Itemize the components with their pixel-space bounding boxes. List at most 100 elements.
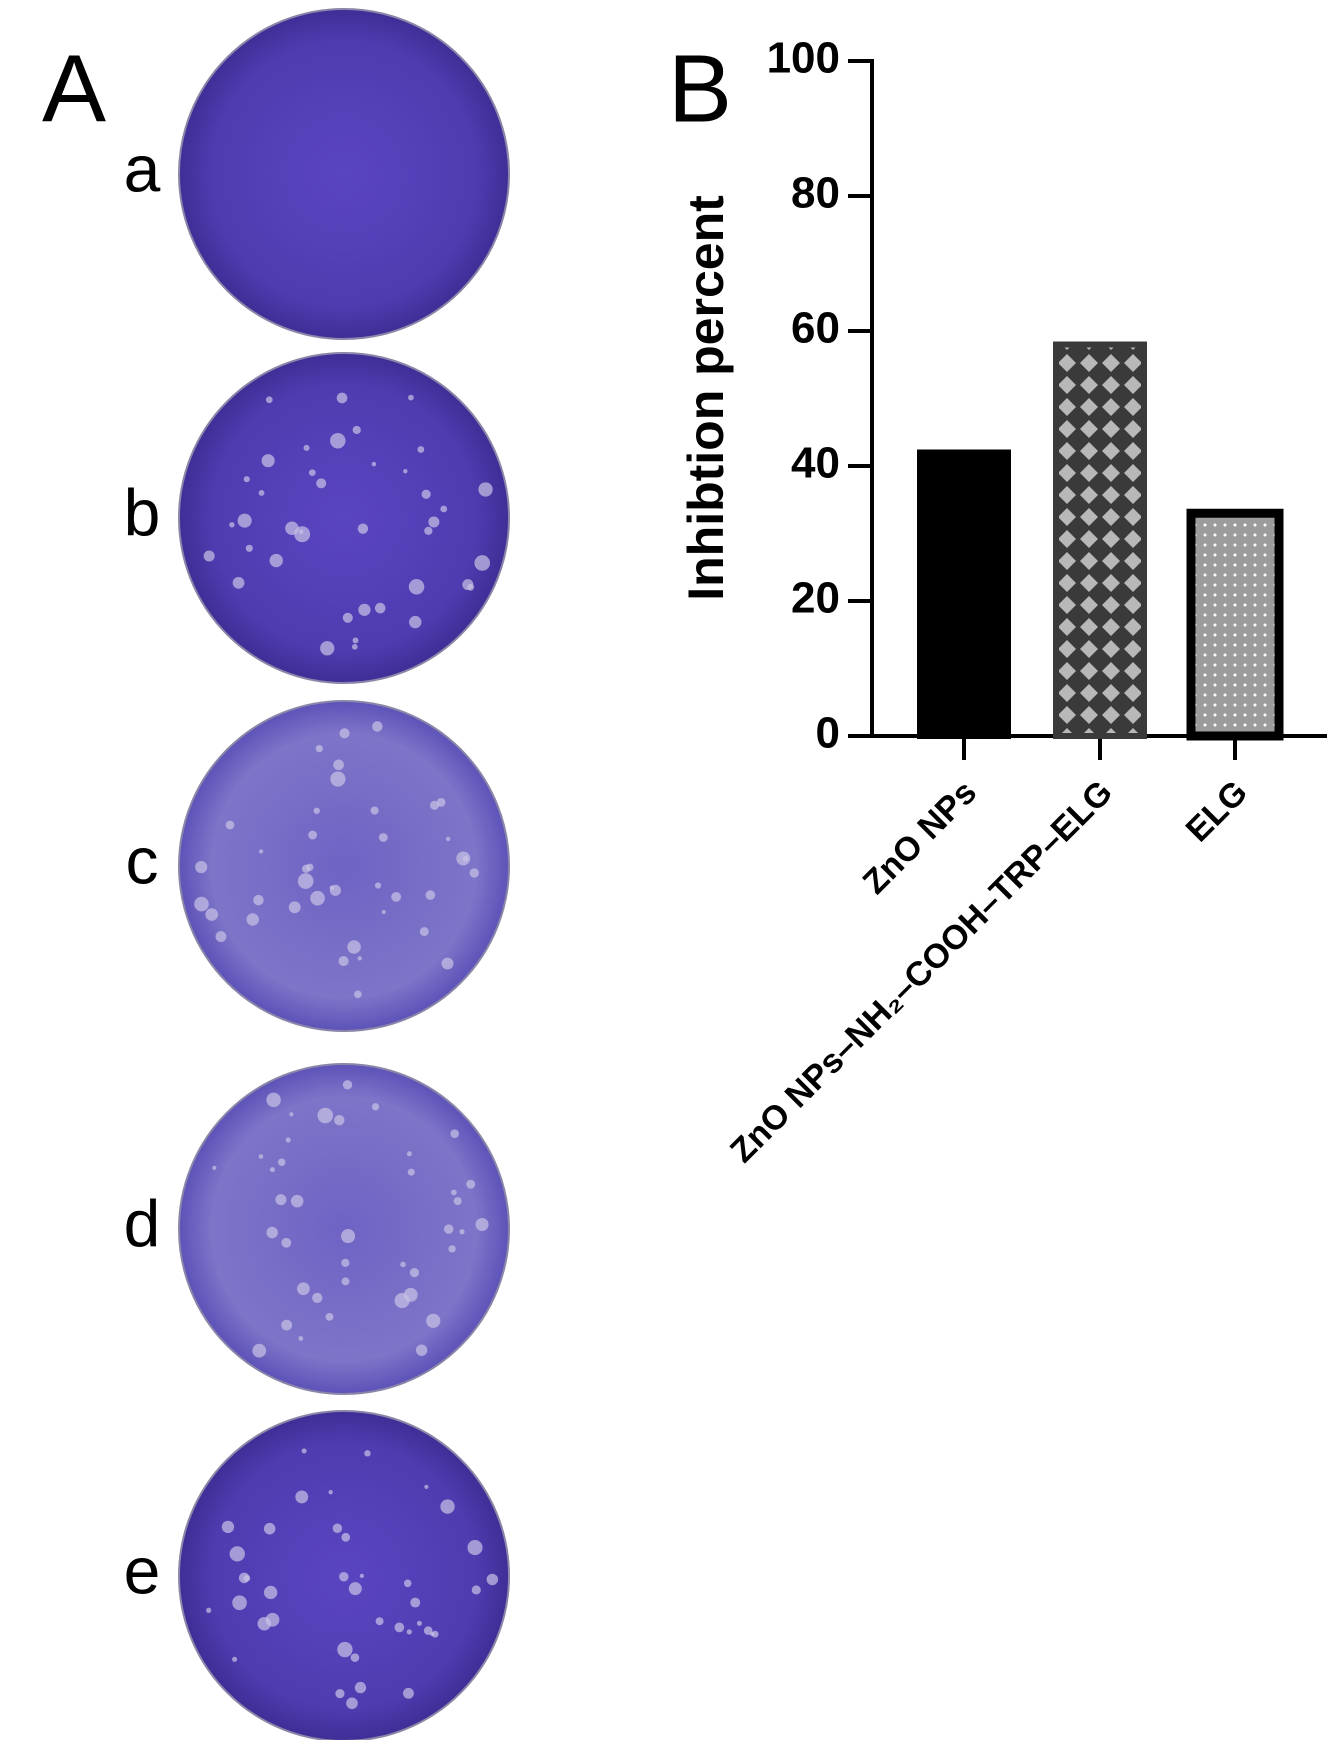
plaque xyxy=(221,1520,235,1534)
bar xyxy=(917,449,1011,739)
plaque xyxy=(424,1484,429,1489)
plaque xyxy=(352,425,361,435)
plaque xyxy=(417,446,425,453)
plaque xyxy=(467,1539,483,1556)
plaque xyxy=(448,1245,456,1253)
plaque xyxy=(232,1595,247,1611)
plaque xyxy=(400,1261,406,1268)
plaque xyxy=(372,721,383,732)
plaque xyxy=(265,396,273,404)
plaque xyxy=(341,1229,356,1244)
plaque xyxy=(330,771,346,787)
plaque xyxy=(232,576,245,589)
plaque xyxy=(478,482,493,497)
plaque xyxy=(428,516,440,528)
plaque xyxy=(441,957,454,970)
plaque xyxy=(371,1103,380,1111)
plaque xyxy=(371,461,377,467)
plaque xyxy=(352,644,358,650)
y-axis-label: Inhibtion percent xyxy=(678,195,734,601)
plaque xyxy=(352,637,359,644)
x-tick-label: ZnO NPs xyxy=(856,773,984,901)
plaque xyxy=(426,1313,441,1328)
plaque xyxy=(374,882,382,889)
plaque xyxy=(391,891,402,902)
plaque xyxy=(332,1523,343,1533)
plaque xyxy=(308,830,318,840)
plaque xyxy=(281,1319,293,1331)
plaque xyxy=(445,836,451,842)
dish xyxy=(178,8,510,340)
plaque xyxy=(374,602,386,614)
plaque xyxy=(295,1490,309,1504)
plaque xyxy=(325,1312,334,1321)
dish-label: d xyxy=(124,1186,161,1260)
plaque xyxy=(339,1572,349,1582)
plaque xyxy=(341,1277,350,1286)
plaque xyxy=(298,1336,304,1341)
plaque xyxy=(436,797,446,807)
plaque xyxy=(301,864,311,873)
plaque xyxy=(421,489,431,499)
plaque xyxy=(285,1137,291,1143)
plaque xyxy=(348,1582,362,1596)
plaque xyxy=(269,553,283,568)
plaque xyxy=(341,1532,351,1542)
panel-label: B xyxy=(668,35,732,142)
plaque xyxy=(415,1344,428,1356)
plaque xyxy=(195,860,208,874)
plaque xyxy=(359,1573,364,1578)
dish xyxy=(178,352,510,684)
plaque xyxy=(429,1631,435,1637)
plaque xyxy=(212,1165,217,1170)
plaque xyxy=(253,894,264,906)
plaque xyxy=(277,1158,286,1167)
bar xyxy=(1053,341,1147,739)
plaque xyxy=(258,1154,264,1159)
dish xyxy=(178,700,510,1032)
y-tick-label: 60 xyxy=(791,304,840,353)
plaque xyxy=(408,394,414,401)
plaque xyxy=(316,478,327,489)
plaque xyxy=(403,469,408,474)
plaque xyxy=(335,1688,345,1699)
plaque xyxy=(453,1197,462,1206)
plaque xyxy=(266,1226,278,1239)
plaque xyxy=(263,1585,278,1600)
dish-label: e xyxy=(124,1533,161,1607)
plaque xyxy=(229,522,235,528)
plaque xyxy=(258,489,265,496)
plaque xyxy=(315,745,323,753)
y-tick-label: 40 xyxy=(791,439,840,488)
plaque xyxy=(406,1151,412,1157)
plaque xyxy=(357,956,362,961)
y-tick-label: 0 xyxy=(816,709,840,758)
plaque xyxy=(334,1115,345,1126)
plaque xyxy=(416,1620,422,1626)
plaque xyxy=(337,1641,353,1658)
plaque xyxy=(245,544,253,552)
plaque xyxy=(317,1107,334,1124)
plaque xyxy=(312,1292,323,1304)
plaque xyxy=(288,901,301,914)
plaque xyxy=(246,913,259,926)
plaque xyxy=(406,1629,412,1635)
plaque xyxy=(330,433,346,449)
plaque xyxy=(206,1607,212,1613)
plaque xyxy=(333,759,344,771)
plaque xyxy=(358,603,371,616)
plaque xyxy=(424,526,433,536)
plaque xyxy=(203,550,215,562)
plaque xyxy=(459,1229,465,1235)
plaque xyxy=(338,956,349,967)
dish-photos: a b c d e xyxy=(124,8,510,1740)
plaque xyxy=(370,806,379,815)
plaque xyxy=(308,469,316,477)
plaque xyxy=(257,1616,272,1631)
plaque xyxy=(225,820,235,830)
plaque xyxy=(381,910,386,915)
plaque xyxy=(281,1237,292,1248)
plaque xyxy=(466,1179,476,1189)
plaque xyxy=(378,833,388,842)
plaque xyxy=(301,1448,307,1454)
